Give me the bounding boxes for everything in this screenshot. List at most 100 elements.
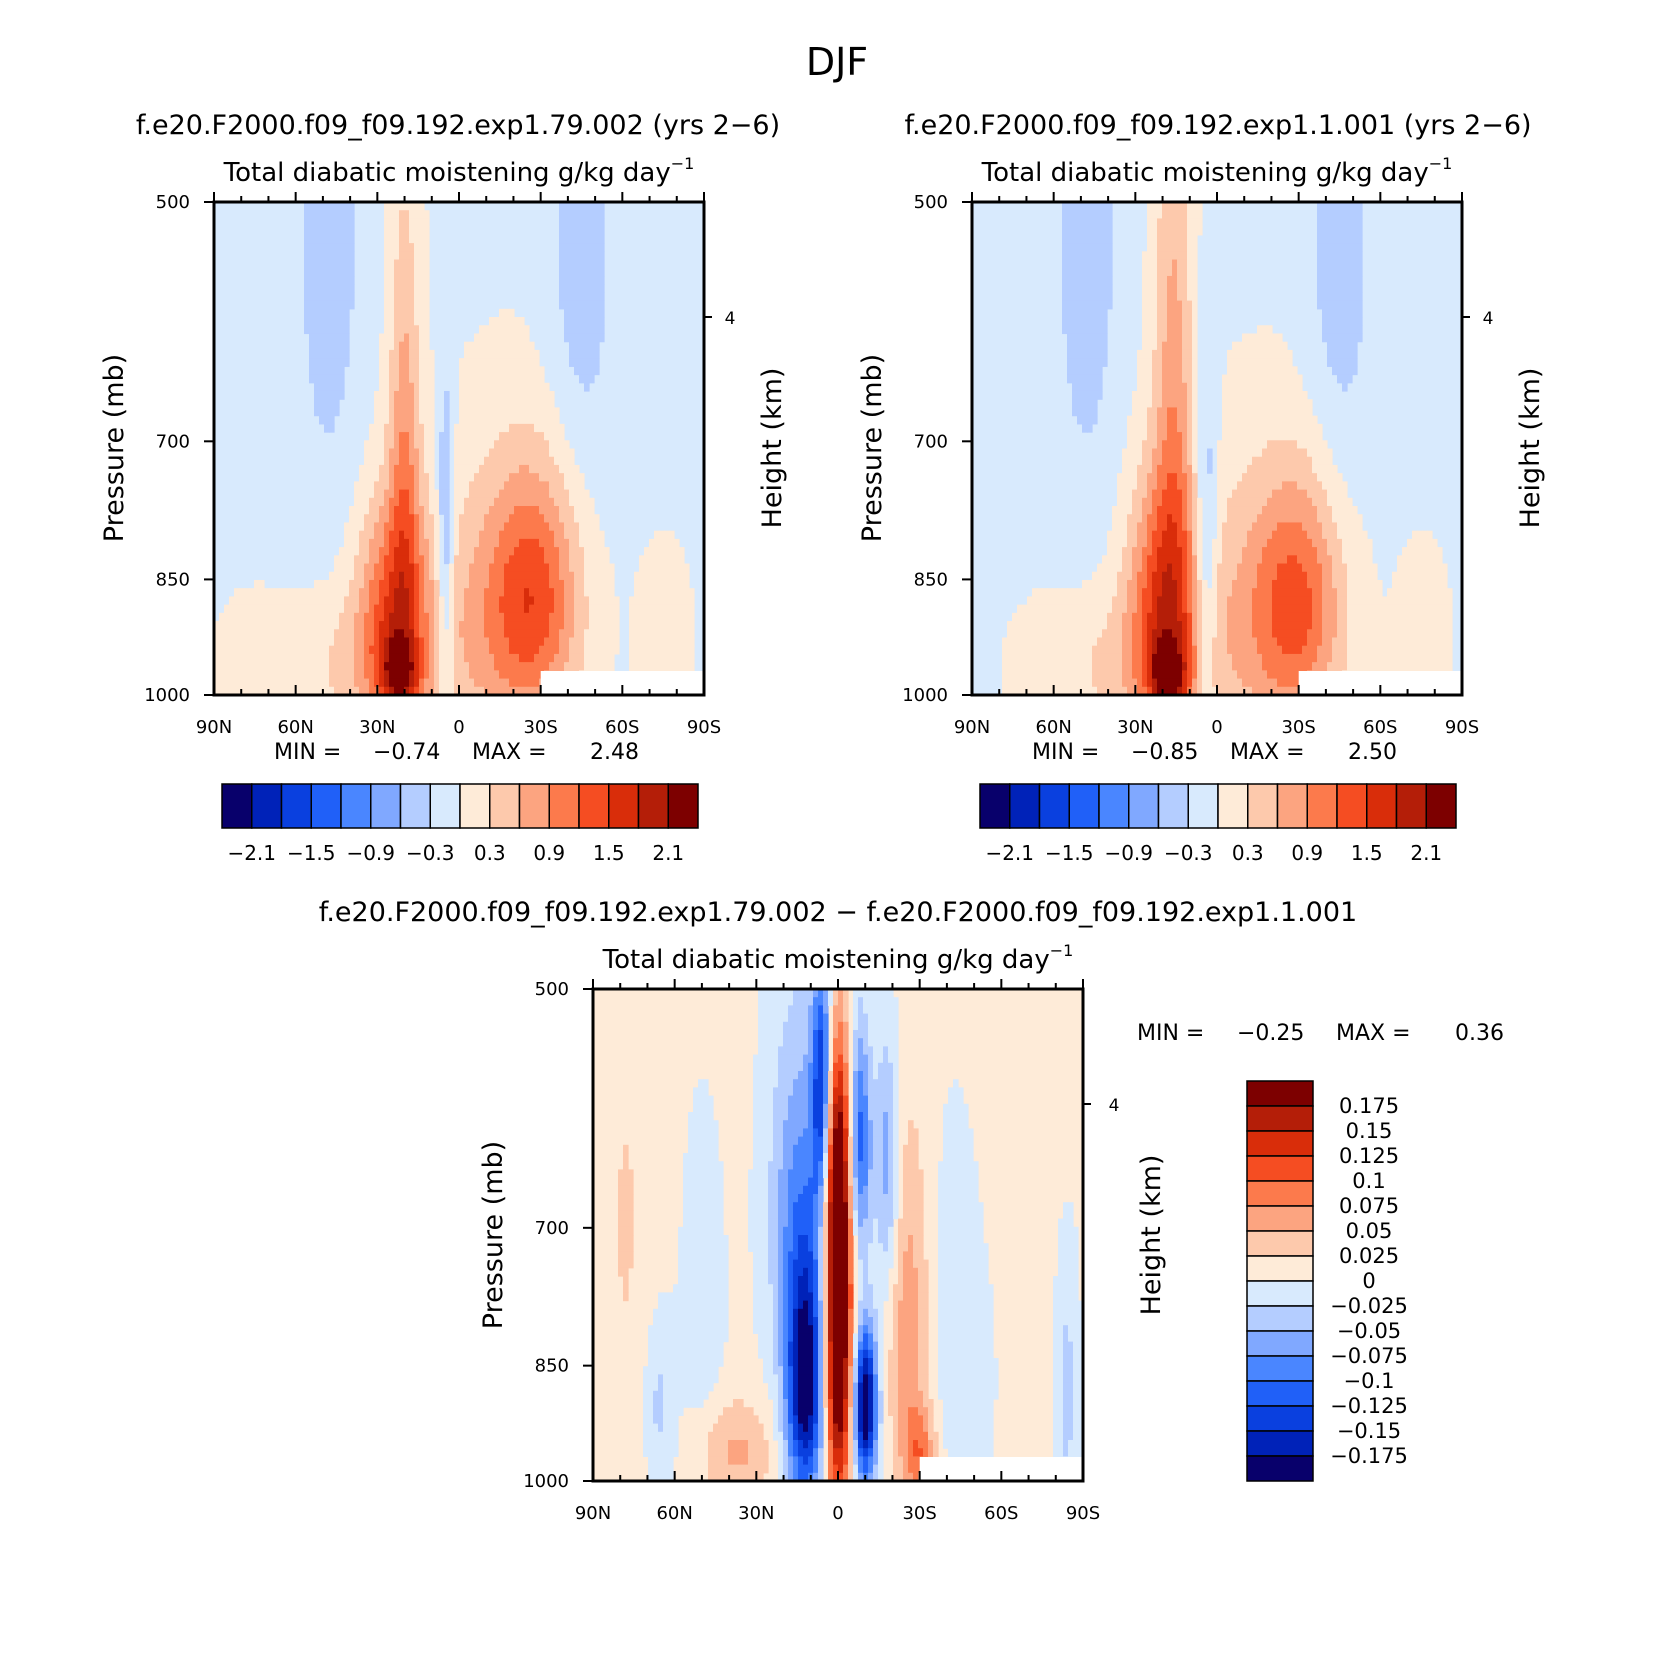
field-cell xyxy=(1172,374,1178,384)
field-cell xyxy=(1182,579,1188,589)
field-cell xyxy=(479,440,485,450)
field-cell xyxy=(324,612,330,622)
field-cell xyxy=(494,481,500,491)
field-cell xyxy=(1192,432,1198,441)
field-cell xyxy=(1137,506,1143,515)
field-cell xyxy=(1177,547,1183,556)
field-cell xyxy=(1192,226,1198,236)
field-cell xyxy=(1157,349,1163,359)
field-cell xyxy=(569,522,575,532)
field-cell xyxy=(564,653,570,663)
field-cell xyxy=(324,678,330,688)
field-cell xyxy=(1217,621,1223,630)
field-cell xyxy=(349,218,355,228)
field-cell xyxy=(1232,653,1238,663)
field-cell xyxy=(584,284,590,293)
field-cell xyxy=(364,645,370,655)
field-cell xyxy=(1132,415,1138,425)
field-cell xyxy=(544,653,550,663)
field-cell xyxy=(1092,382,1098,392)
field-cell xyxy=(419,514,425,524)
field-cell xyxy=(1192,333,1198,343)
field-cell xyxy=(334,390,340,400)
field-cell xyxy=(339,563,345,573)
field-cell xyxy=(259,637,265,647)
field-cell xyxy=(474,423,480,433)
field-cell xyxy=(579,218,585,228)
field-cell xyxy=(1142,440,1148,450)
field-cell xyxy=(524,596,530,606)
field-cell xyxy=(384,275,390,285)
field-cell xyxy=(354,604,360,614)
field-cell xyxy=(359,653,365,663)
field-cell xyxy=(1152,349,1158,359)
field-cell xyxy=(574,497,580,507)
field-cell xyxy=(454,538,460,548)
field-cell xyxy=(364,629,370,639)
field-cell xyxy=(1187,349,1193,359)
field-cell xyxy=(609,571,615,581)
field-cell xyxy=(399,349,405,359)
field-cell xyxy=(1092,653,1098,663)
field-cell xyxy=(1192,506,1198,515)
field-cell xyxy=(259,621,265,630)
field-cell xyxy=(1172,555,1178,565)
field-cell xyxy=(1237,415,1243,425)
field-cell xyxy=(1217,530,1223,540)
field-cell xyxy=(1157,506,1163,515)
field-cell xyxy=(1227,686,1233,695)
field-cell xyxy=(329,267,335,277)
field-cell xyxy=(669,645,675,655)
field-cell xyxy=(364,506,370,515)
field-cell xyxy=(1192,645,1198,655)
field-cell xyxy=(244,629,250,639)
field-cell xyxy=(374,621,380,630)
field-cell xyxy=(339,571,345,581)
field-cell xyxy=(309,653,315,663)
field-cell xyxy=(499,415,505,425)
panel-left: f.e20.F2000.f09_f09.192.exp1.79.002 (yrs… xyxy=(99,110,788,865)
field-cell xyxy=(424,588,430,597)
field-cell xyxy=(314,308,320,318)
field-cell xyxy=(1122,588,1128,597)
field-cell xyxy=(214,637,220,647)
field-cell xyxy=(1192,473,1198,482)
field-cell xyxy=(1082,423,1088,433)
field-cell xyxy=(1002,653,1008,663)
field-cell xyxy=(339,390,345,400)
field-cell xyxy=(459,399,465,409)
field-cell xyxy=(544,547,550,556)
field-cell xyxy=(419,662,425,671)
field-cell xyxy=(404,399,410,409)
field-cell xyxy=(534,670,540,680)
field-cell xyxy=(1002,662,1008,671)
field-cell xyxy=(1232,473,1238,482)
field-cell xyxy=(1137,456,1143,466)
field-cell xyxy=(309,612,315,622)
field-cell xyxy=(599,243,605,252)
field-cell xyxy=(529,407,535,417)
field-cell xyxy=(1162,432,1168,441)
field-cell xyxy=(594,621,600,630)
field-cell xyxy=(1162,563,1168,573)
field-cell xyxy=(1192,292,1198,302)
field-cell xyxy=(1127,629,1133,639)
field-cell xyxy=(414,678,420,688)
field-cell xyxy=(1147,308,1153,318)
field-cell xyxy=(649,538,655,548)
field-cell xyxy=(574,226,580,236)
field-cell xyxy=(1162,547,1168,556)
field-cell xyxy=(1092,612,1098,622)
field-cell xyxy=(434,563,440,573)
var-title-right: Total diabatic moistening g/kg day−1 xyxy=(981,154,1453,188)
field-cell xyxy=(314,645,320,655)
field-cell xyxy=(489,596,495,606)
field-cell xyxy=(484,489,490,499)
field-cell xyxy=(1147,267,1153,277)
field-cell xyxy=(489,333,495,343)
field-cell xyxy=(444,538,450,548)
field-cell xyxy=(354,645,360,655)
field-cell xyxy=(564,300,570,310)
field-cell xyxy=(589,497,595,507)
field-cell xyxy=(1247,374,1253,384)
